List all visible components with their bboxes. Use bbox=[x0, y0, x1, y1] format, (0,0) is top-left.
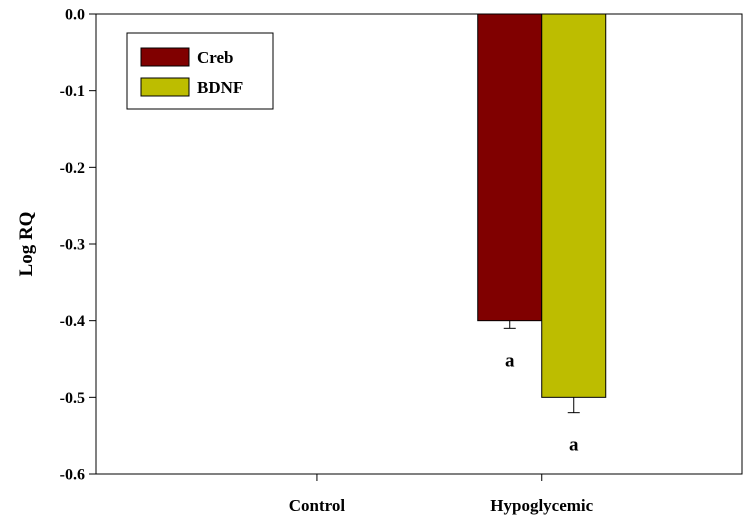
y-tick-label: 0.0 bbox=[65, 7, 85, 24]
y-tick-label: -0.3 bbox=[60, 237, 85, 254]
bar-creb bbox=[477, 13, 543, 322]
y-tick-label: -0.6 bbox=[60, 467, 85, 484]
y-tick-label: -0.5 bbox=[60, 390, 85, 407]
labels: aa bbox=[505, 350, 579, 455]
axes: 0.0 -0.1 -0.2 -0.3 -0.4 -0.5 -0.6 Log RQ Control… bbox=[16, 7, 743, 515]
legend-label-creb: Creb bbox=[197, 48, 234, 67]
y-axis-label: Log RQ bbox=[16, 212, 37, 277]
significance-label: a bbox=[569, 435, 579, 456]
legend-label-bdnf: BDNF bbox=[197, 78, 243, 97]
bar-bdnf bbox=[541, 13, 607, 398]
y-tick-label: -0.4 bbox=[60, 313, 85, 330]
y-tick-label: -0.2 bbox=[60, 160, 85, 177]
legend-swatch-creb bbox=[140, 47, 190, 67]
bars bbox=[477, 13, 607, 414]
x-category-label: Control bbox=[289, 496, 346, 515]
legend-swatch-bdnf bbox=[140, 77, 190, 97]
legend-box bbox=[126, 32, 274, 110]
x-category-label: Hypoglycemic bbox=[490, 496, 593, 515]
y-tick-label: -0.1 bbox=[60, 83, 85, 100]
significance-label: a bbox=[505, 350, 515, 371]
legend: Creb BDNF bbox=[126, 32, 274, 110]
